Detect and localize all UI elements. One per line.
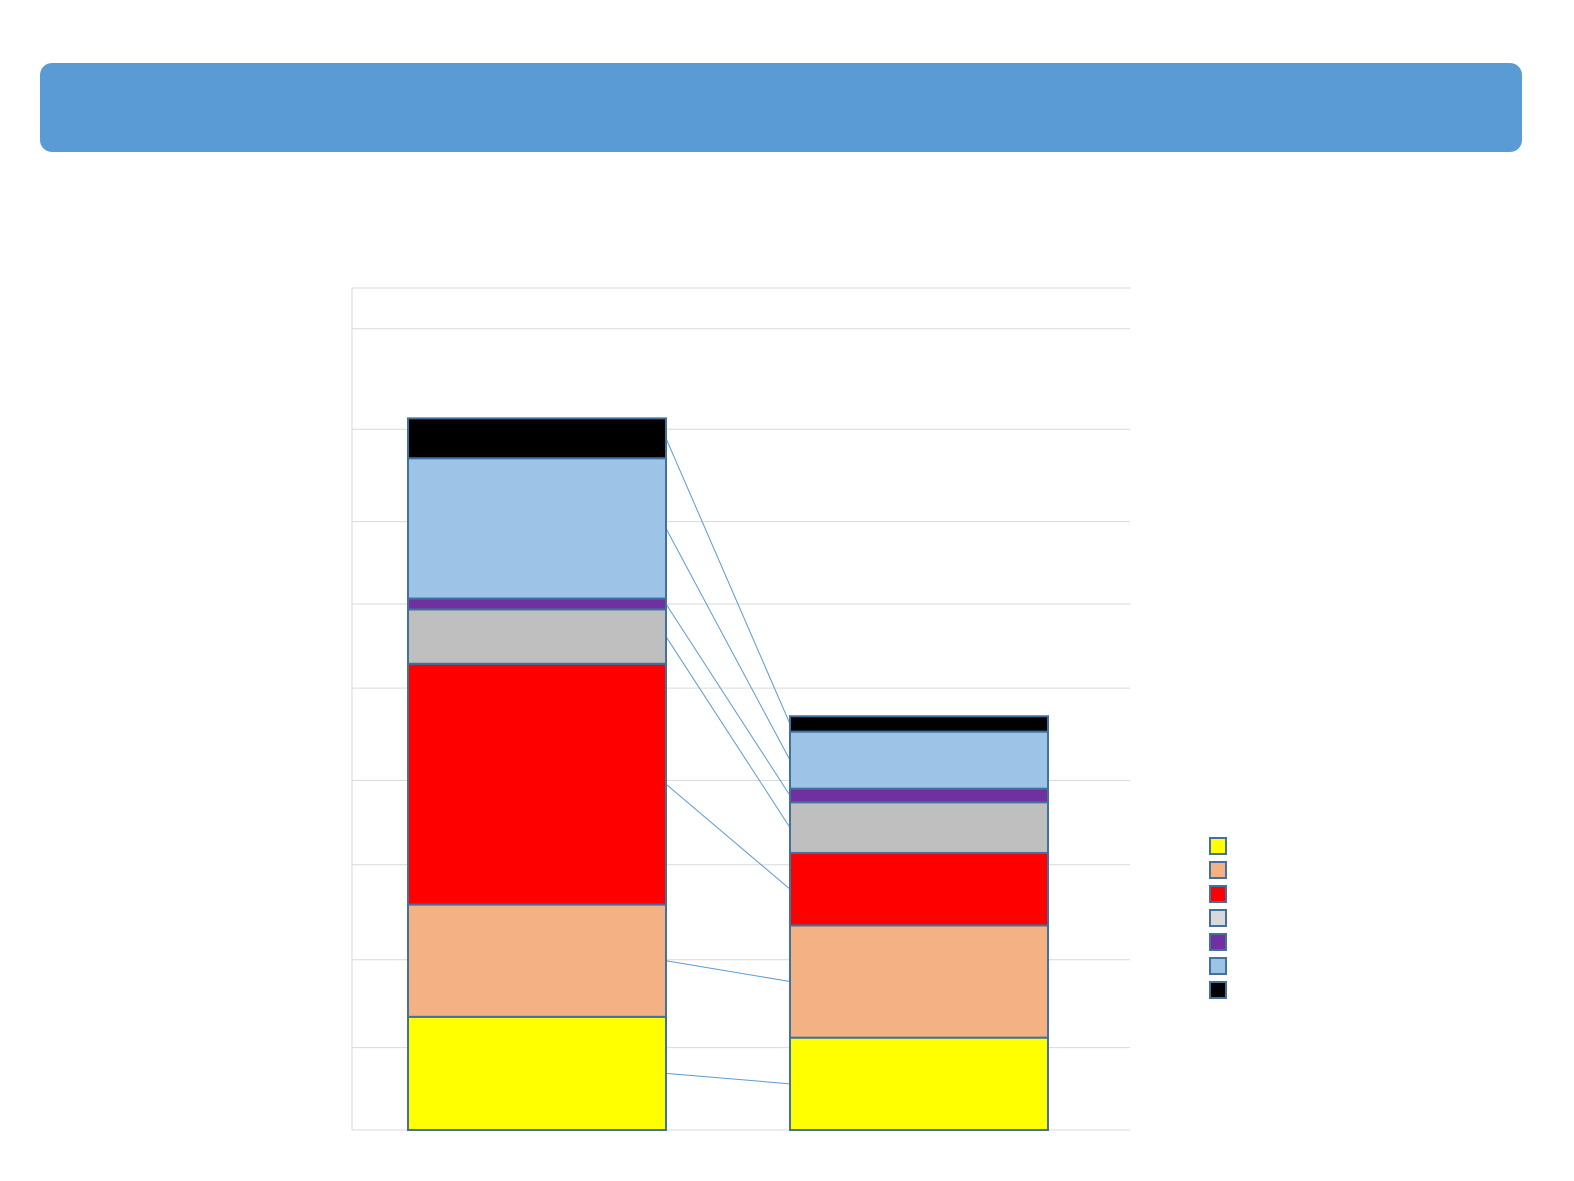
bar-segment [407, 457, 667, 600]
bar-segment [789, 801, 1049, 854]
bar-segment [407, 417, 667, 460]
bar-layer [407, 417, 1049, 1131]
legend-swatch [1209, 885, 1227, 903]
connector-layer [665, 438, 791, 1085]
bar-segment [407, 662, 667, 906]
bar-segment [407, 597, 667, 611]
legend-swatch [1209, 861, 1227, 879]
bar-segment [789, 715, 1049, 733]
bar-segment [789, 851, 1049, 927]
legend-swatch [1209, 909, 1227, 927]
connector-line [665, 1072, 791, 1085]
connector-line [665, 528, 791, 761]
bar-segment [789, 924, 1049, 1039]
bar-segment [407, 608, 667, 665]
bar-segment [789, 787, 1049, 804]
header-banner [40, 63, 1522, 152]
bar-segment [789, 1036, 1049, 1131]
legend-swatch [1209, 837, 1227, 855]
bar-segment [789, 730, 1049, 790]
bar-segment [407, 903, 667, 1018]
legend-swatch [1209, 957, 1227, 975]
legend-swatch [1209, 933, 1227, 951]
connector-line [665, 438, 791, 725]
connector-line [665, 960, 791, 983]
connector-line [665, 783, 791, 890]
legend [1209, 837, 1227, 999]
connector-line [665, 603, 791, 796]
legend-swatch [1209, 981, 1227, 999]
bar-segment [407, 1015, 667, 1131]
connector-line [665, 636, 791, 828]
